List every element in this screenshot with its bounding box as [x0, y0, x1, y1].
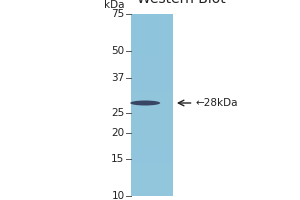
Text: 50: 50	[111, 46, 124, 56]
Bar	[130, 182, 172, 187]
Bar	[130, 37, 172, 41]
Bar	[130, 55, 172, 60]
Bar	[130, 173, 172, 178]
Bar	[130, 64, 172, 69]
Ellipse shape	[130, 100, 160, 105]
Bar	[130, 32, 172, 37]
Bar	[130, 60, 172, 64]
Bar	[130, 178, 172, 182]
Bar	[130, 114, 172, 119]
Text: 25: 25	[111, 108, 124, 118]
Bar	[130, 132, 172, 137]
Bar	[130, 19, 172, 23]
Bar	[130, 160, 172, 164]
Bar	[130, 123, 172, 128]
Bar	[130, 14, 172, 19]
Text: ←28kDa: ←28kDa	[195, 98, 238, 108]
Bar	[130, 105, 172, 110]
Text: Western Blot: Western Blot	[137, 0, 226, 6]
Bar	[130, 50, 172, 55]
Bar	[130, 164, 172, 169]
Bar	[130, 128, 172, 132]
Text: 10: 10	[111, 191, 124, 200]
Bar	[130, 46, 172, 50]
Bar	[130, 141, 172, 146]
Bar	[130, 100, 172, 105]
Bar	[130, 82, 172, 87]
Bar	[130, 73, 172, 78]
Bar	[130, 96, 172, 100]
Bar	[130, 110, 172, 114]
Bar	[130, 41, 172, 46]
Bar	[130, 28, 172, 32]
Bar	[130, 23, 172, 28]
Text: 37: 37	[111, 73, 124, 83]
Text: 15: 15	[111, 154, 124, 164]
Bar	[130, 146, 172, 150]
Text: 75: 75	[111, 9, 124, 19]
Bar	[130, 78, 172, 82]
Bar	[130, 14, 172, 196]
Bar	[130, 137, 172, 141]
Bar	[130, 169, 172, 173]
Bar	[130, 119, 172, 123]
Bar	[130, 87, 172, 91]
Bar	[130, 150, 172, 155]
Bar	[130, 91, 172, 96]
Text: 20: 20	[111, 128, 124, 138]
Bar	[130, 155, 172, 160]
Bar	[130, 69, 172, 73]
Bar	[130, 187, 172, 191]
Bar	[130, 191, 172, 196]
Text: kDa: kDa	[104, 0, 124, 10]
